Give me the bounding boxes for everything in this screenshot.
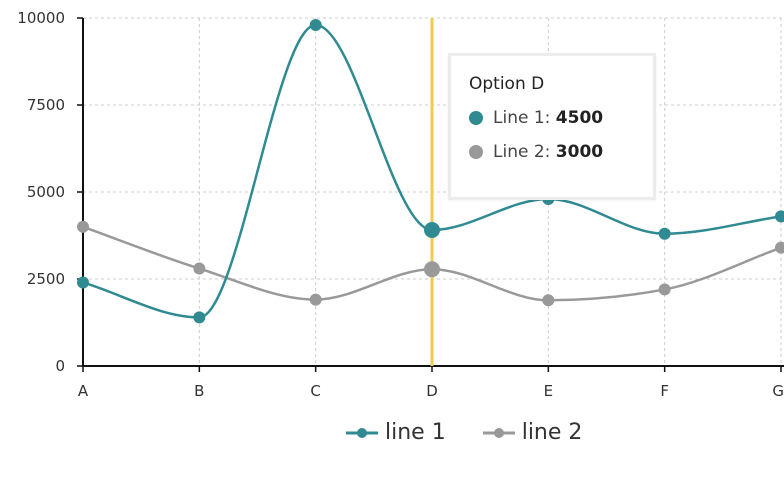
data-point-line-1 xyxy=(77,276,89,289)
tooltip-separator: : xyxy=(544,108,556,128)
x-tick-label: C xyxy=(310,382,320,400)
legend-item-line-2[interactable]: line 2 xyxy=(482,420,583,445)
tooltip-label-line-1: Line 1 xyxy=(493,108,545,128)
tooltip-row-line-2: Line 2: 3000 xyxy=(469,142,653,162)
tooltip: Option D Line 1: 4500 Line 2: 3000 xyxy=(448,53,656,200)
data-point-line-2 xyxy=(309,293,322,306)
data-point-line-2 xyxy=(658,283,671,296)
y-tick-label: 2500 xyxy=(27,270,65,288)
tooltip-separator: : xyxy=(544,142,556,162)
data-point-line-1 xyxy=(193,311,206,324)
x-tick-label: A xyxy=(78,382,89,400)
line-1-dot-icon xyxy=(469,111,483,125)
y-tick-label: 0 xyxy=(55,357,65,375)
legend-item-line-1[interactable]: line 1 xyxy=(345,420,446,445)
legend-label-line-1: line 1 xyxy=(385,420,446,445)
data-point-line-1 xyxy=(658,227,671,240)
y-tick-label: 7500 xyxy=(27,96,65,114)
tick-labels: 0 2500 5000 7500 10000 A B C D E F G xyxy=(17,9,784,400)
line-1-legend-icon xyxy=(346,427,378,438)
tooltip-title: Option D xyxy=(469,74,545,94)
x-tick-label: B xyxy=(194,382,204,400)
x-tick-label: E xyxy=(544,382,553,400)
y-tick-label: 5000 xyxy=(27,183,65,201)
tooltip-value-line-2: 3000 xyxy=(555,142,604,162)
x-tick-label: D xyxy=(426,382,438,400)
tooltip-row-line-1: Line 1: 4500 xyxy=(469,108,653,128)
data-point-line-2 xyxy=(542,294,555,307)
legend-label-line-2: line 2 xyxy=(521,420,583,445)
data-point-line-1 xyxy=(775,210,784,223)
line-2-dot-icon xyxy=(469,145,483,159)
series-line-line-1 xyxy=(82,23,782,319)
series-points xyxy=(77,18,784,324)
y-tick-label: 10000 xyxy=(17,9,65,27)
data-point-line-2 xyxy=(424,261,440,278)
line-2-legend-icon xyxy=(482,427,515,438)
data-point-line-2 xyxy=(77,220,89,233)
tooltip-label-line-2: Line 2 xyxy=(493,142,545,162)
data-point-line-2 xyxy=(775,241,784,254)
x-tick-label: F xyxy=(660,382,669,400)
data-point-line-2 xyxy=(193,262,206,275)
legend: line 1 line 2 xyxy=(345,420,582,445)
data-point-line-1 xyxy=(309,18,322,31)
tooltip-value-line-1: 4500 xyxy=(555,108,604,128)
x-tick-label: G xyxy=(772,382,784,400)
data-point-line-1 xyxy=(424,222,440,239)
